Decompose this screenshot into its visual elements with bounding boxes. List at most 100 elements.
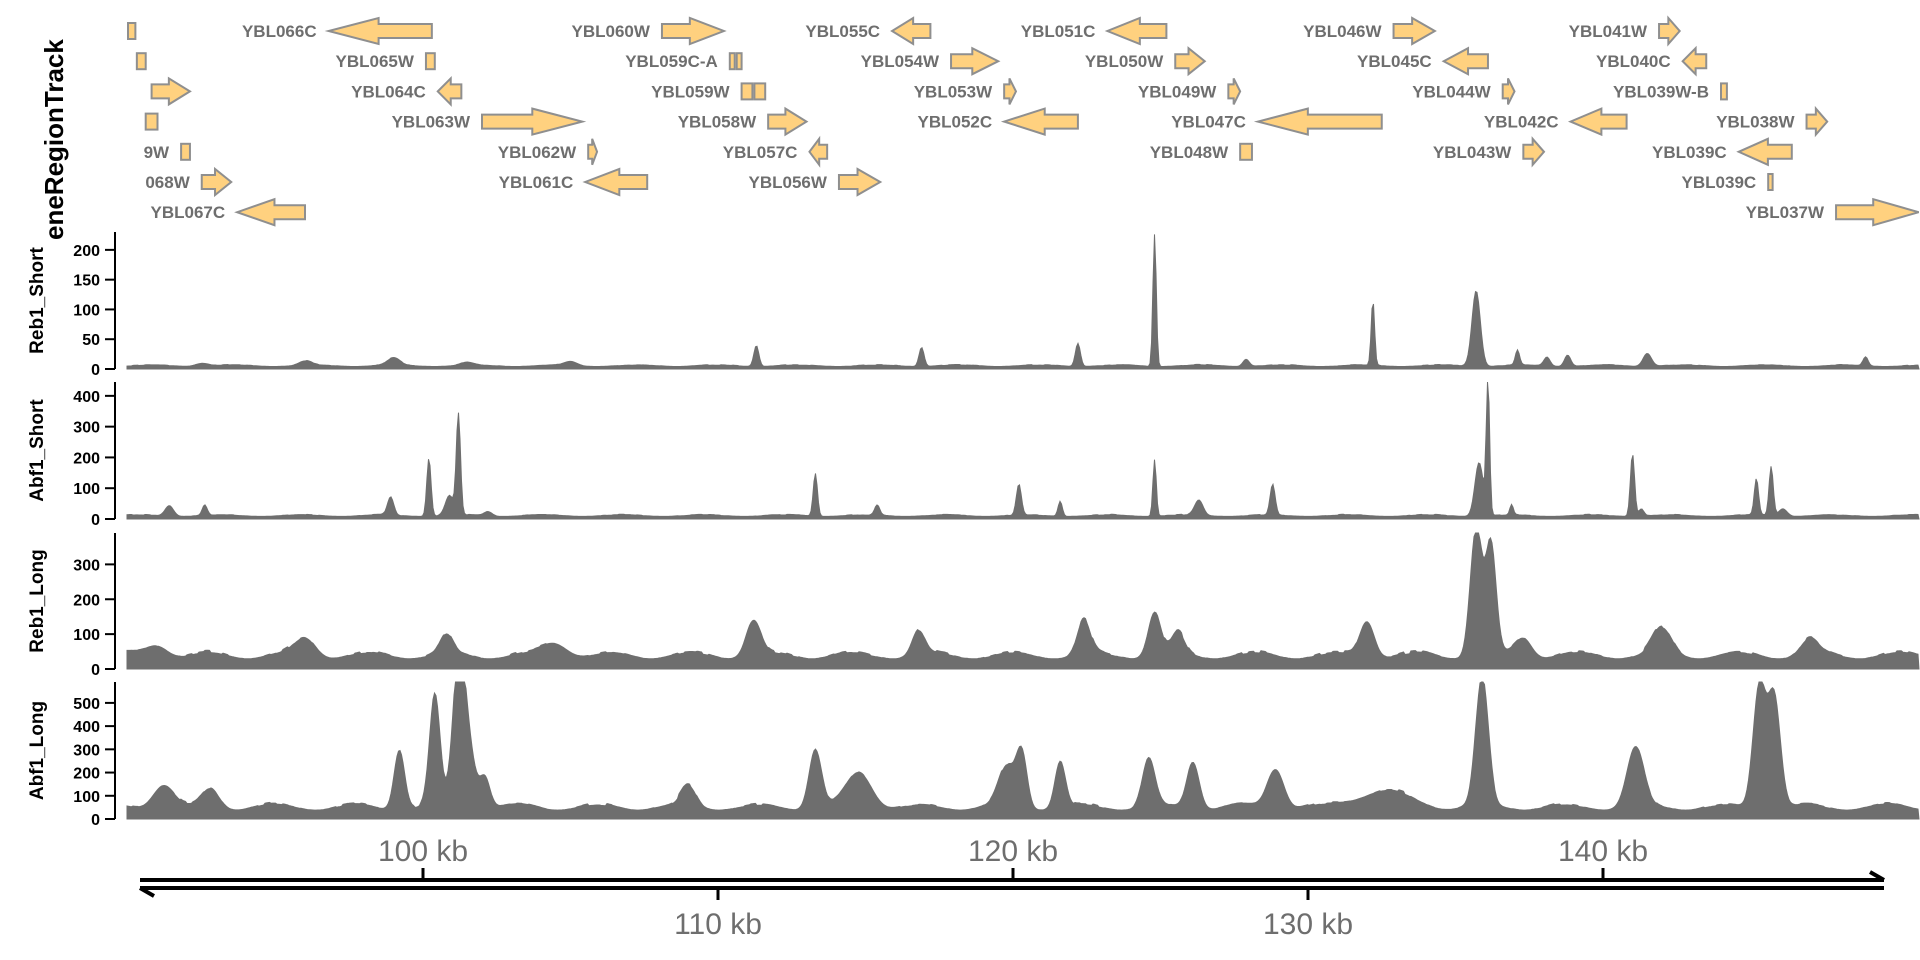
gene-arrow-left-icon: [1736, 137, 1793, 167]
gene-ybl053w[interactable]: YBL053W: [914, 77, 1018, 105]
gene-label: YBL065W: [336, 52, 415, 71]
gene-arrow-right-icon: [660, 16, 727, 46]
gene-ybl040c[interactable]: YBL040C: [1596, 45, 1708, 77]
gene-ybl038w[interactable]: YBL038W: [1716, 105, 1829, 138]
gene-label: YBL050W: [1085, 52, 1164, 71]
y-tick-label: 100: [73, 481, 100, 498]
y-tick-label: 200: [73, 592, 100, 609]
gene-ybl059w[interactable]: YBL059W: [651, 82, 767, 101]
gene-ybl039w-b[interactable]: YBL039W-B: [1613, 82, 1728, 101]
gene-arrow-right-icon: [1835, 197, 1919, 227]
gene-arrow-left-icon: [324, 16, 433, 46]
y-tick-label: 50: [82, 332, 100, 349]
genome-tick-label: 130 kb: [1263, 908, 1353, 941]
genome-axis: 100 kb 120 kb 140 kb 110 kb 130 kb: [139, 835, 1885, 941]
gene-label: YBL064C: [351, 82, 426, 101]
gene-ybl061c[interactable]: YBL061C: [499, 167, 649, 197]
gene-label: YBL046W: [1303, 22, 1382, 41]
gene-arrow-left-icon: [890, 16, 932, 46]
gene-ybl066c[interactable]: YBL066C: [242, 16, 433, 46]
gene-label: YBL044W: [1412, 82, 1491, 101]
gene-ybl049w[interactable]: YBL049W: [1138, 77, 1242, 105]
gene-ybl041w[interactable]: YBL041W: [1569, 15, 1682, 47]
gene-block: [424, 52, 436, 71]
gene-ybl055c[interactable]: YBL055C: [805, 16, 932, 46]
gene-label: YBL062W: [498, 143, 577, 162]
gene-arrow-right-icon: [1174, 46, 1207, 77]
gene-ybl064c[interactable]: YBL064C: [351, 75, 463, 107]
gene-ybl051c[interactable]: YBL051C: [1021, 16, 1168, 46]
gene-exon-block: [728, 52, 736, 71]
y-tick-label: 0: [91, 512, 100, 529]
gene-label: YBL040C: [1596, 52, 1671, 71]
gene-ybl050w[interactable]: YBL050W: [1085, 46, 1207, 77]
y-tick-label: 150: [73, 273, 100, 290]
gene-ybl067c[interactable]: YBL067C: [151, 197, 306, 227]
gene-exon-block: [740, 82, 754, 101]
gene-ybl054w[interactable]: YBL054W: [861, 46, 1001, 76]
gene-ybl039c[interactable]: YBL039C: [1682, 173, 1774, 192]
gene-label: YBL059C-A: [625, 52, 718, 71]
y-tick-label: 500: [73, 696, 100, 713]
gene-fragment[interactable]: [150, 76, 192, 107]
gene-block: [135, 52, 147, 71]
gene-label: YBL039C: [1682, 173, 1757, 192]
gene-fragment[interactable]: [127, 22, 137, 40]
y-tick-label: 0: [91, 812, 100, 829]
gene-ybl044w[interactable]: YBL044W: [1412, 77, 1516, 105]
gene-block: [1720, 82, 1728, 101]
y-tick-label: 200: [73, 450, 100, 467]
gene-label: YBL049W: [1138, 82, 1217, 101]
gene-block: [180, 142, 191, 161]
gene-ybl057c[interactable]: YBL057C: [723, 135, 829, 168]
gene-ybl060w[interactable]: YBL060W: [572, 16, 727, 46]
gene-label: 068W: [145, 173, 190, 192]
genome-tick-label: 120 kb: [968, 835, 1058, 868]
gene-068w[interactable]: 068W: [145, 166, 233, 198]
gene-ybl065w[interactable]: YBL065W: [336, 52, 436, 71]
gene-ybl048w[interactable]: YBL048W: [1150, 142, 1253, 162]
gene-ybl039c[interactable]: YBL039C: [1652, 137, 1793, 167]
gene-ybl052c[interactable]: YBL052C: [918, 107, 1079, 136]
track-abf1-short: 0 100 200 300 400 Abf1_Short: [27, 381, 1920, 529]
gene-ybl042c[interactable]: YBL042C: [1484, 107, 1628, 137]
gene-block: [1239, 142, 1253, 161]
gene-ybl043w[interactable]: YBL043W: [1433, 136, 1546, 168]
gene-ybl058w[interactable]: YBL058W: [678, 106, 809, 137]
gene-ybl047c[interactable]: YBL047C: [1171, 107, 1383, 136]
gene-ybl056w[interactable]: YBL056W: [749, 167, 883, 197]
signal-area: [126, 381, 1920, 520]
gene-fragment[interactable]: [144, 112, 159, 131]
gene-exon-block: [735, 52, 743, 71]
gene-ybl045c[interactable]: YBL045C: [1357, 46, 1489, 76]
gene-arrow-right-icon: [481, 107, 587, 136]
gene-label: YBL039W-B: [1613, 82, 1709, 101]
gene-ybl062w[interactable]: YBL062W: [498, 138, 599, 166]
gene-fragment[interactable]: [135, 52, 147, 71]
gene-arrow-right-icon: [1003, 77, 1018, 105]
gene-label: YBL037W: [1746, 203, 1825, 222]
gene-arrow-left-icon: [1253, 107, 1383, 136]
y-tick-label: 400: [73, 719, 100, 736]
gene-ybl046w[interactable]: YBL046W: [1303, 16, 1437, 46]
gene-label: YBL041W: [1569, 22, 1648, 41]
gene-arrow-left-icon: [1567, 107, 1628, 137]
gene-9w[interactable]: 9W: [144, 142, 191, 162]
gene-ybl063w[interactable]: YBL063W: [392, 107, 587, 136]
signal-area: [126, 234, 1920, 370]
gene-arrow-right-icon: [837, 167, 883, 197]
gene-ybl037w[interactable]: YBL037W: [1746, 197, 1919, 227]
y-tick-label: 300: [73, 742, 100, 759]
y-tick-label: 300: [73, 557, 100, 574]
gene-arrow-left-icon: [1441, 46, 1489, 76]
gene-arrow-left-icon: [1000, 107, 1079, 136]
gene-label: YBL057C: [723, 143, 798, 162]
gene-arrow-left-icon: [1681, 45, 1708, 77]
gene-label: YBL055C: [805, 22, 880, 41]
gene-ybl059c-a[interactable]: YBL059C-A: [625, 52, 743, 71]
track-reb1-short: 0 50 100 150 200 Reb1_Short: [27, 232, 1920, 379]
track-title: Abf1_Short: [27, 399, 48, 502]
y-tick-label: 300: [73, 420, 100, 437]
gene-block: [127, 22, 137, 40]
